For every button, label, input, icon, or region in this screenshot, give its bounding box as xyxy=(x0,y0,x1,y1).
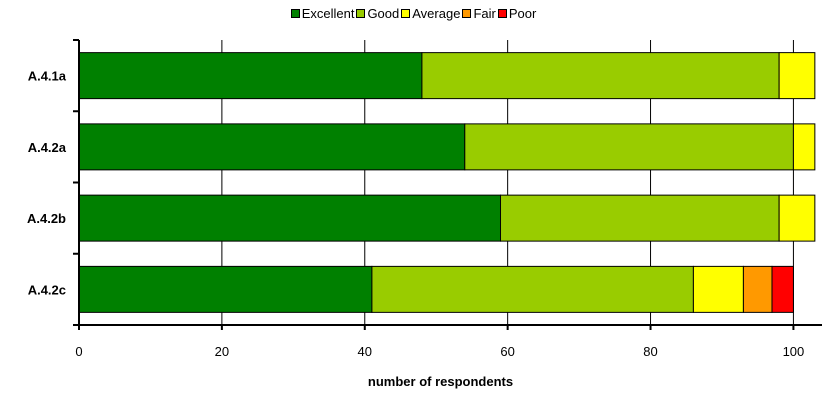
legend-item-poor: Poor xyxy=(497,6,537,21)
bars xyxy=(78,52,816,313)
labels: A.4.1a A.4.2a A.4.2b A.4.2c 0 20 40 60 80 100 xyxy=(27,69,804,359)
legend-swatch xyxy=(401,9,411,18)
legend: Excellent Good Average Fair Poor xyxy=(0,6,827,21)
bar-good xyxy=(421,52,780,100)
x-tick-label: 80 xyxy=(643,344,657,359)
bar-poor xyxy=(771,265,794,313)
category-label: A.4.1a xyxy=(28,69,67,84)
x-tick-label: 100 xyxy=(783,344,805,359)
bar-excellent xyxy=(78,123,466,171)
bar-average xyxy=(778,52,816,100)
x-tick-label: 60 xyxy=(500,344,514,359)
bar-excellent xyxy=(78,265,373,313)
x-axis-title: number of respondents xyxy=(368,374,513,389)
legend-item-excellent: Excellent xyxy=(290,6,355,21)
bar-average xyxy=(692,265,744,313)
category-label: A.4.2c xyxy=(28,282,66,297)
category-label: A.4.2a xyxy=(28,140,67,155)
legend-swatch xyxy=(462,9,472,18)
legend-swatch xyxy=(356,9,366,18)
bar-average xyxy=(792,123,816,171)
legend-label: Good xyxy=(367,6,400,21)
bar-average xyxy=(778,194,816,242)
legend-label: Excellent xyxy=(301,6,355,21)
legend-swatch xyxy=(497,9,507,18)
bar-good xyxy=(371,265,694,313)
bar-good xyxy=(464,123,794,171)
bar-excellent xyxy=(78,194,502,242)
legend-label: Average xyxy=(412,6,461,21)
legend-swatch xyxy=(290,9,300,18)
legend-item-average: Average xyxy=(401,6,460,21)
legend-label: Poor xyxy=(508,6,537,21)
legend-label: Fair xyxy=(473,6,496,21)
legend-item-fair: Fair xyxy=(462,6,496,21)
bar-fair xyxy=(742,265,773,313)
category-label: A.4.2b xyxy=(27,211,66,226)
x-tick-label: 20 xyxy=(215,344,229,359)
x-tick-label: 40 xyxy=(358,344,372,359)
legend-item-good: Good xyxy=(356,6,399,21)
axes xyxy=(73,39,822,330)
bar-good xyxy=(500,194,780,242)
bar-excellent xyxy=(78,52,423,100)
x-tick-label: 0 xyxy=(75,344,82,359)
